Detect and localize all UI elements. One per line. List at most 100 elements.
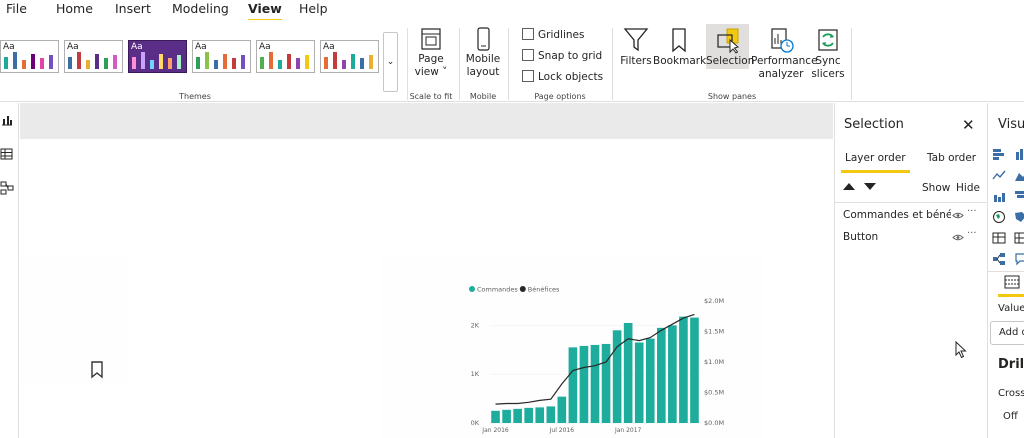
fields-tab-icon[interactable]: [1004, 275, 1020, 289]
ribbon: Aa Aa Aa Aa Aa Aa ⌄ Themes Page view ˅ Scale …: [0, 20, 1024, 102]
theme-swatch[interactable]: Aa: [320, 40, 379, 73]
theme-color-bar: [351, 54, 355, 69]
theme-color-bar: [113, 55, 117, 69]
bar-commandes: [502, 409, 511, 423]
orders-profit-chart[interactable]: Commandes Bénéfices 0K 1K 2K $0.0M $0.5M $1.0M $…: [450, 265, 750, 438]
mobile-layout-button[interactable]: Mobile layout: [462, 26, 504, 79]
menu-file[interactable]: File: [6, 1, 27, 16]
bar-commandes: [491, 410, 500, 423]
eye-icon[interactable]: [952, 212, 964, 219]
layer-item[interactable]: Button ···: [835, 227, 987, 249]
decomposition-tree-icon[interactable]: [992, 252, 1006, 266]
divider: [835, 202, 987, 203]
ribbon-divider: [407, 28, 408, 100]
combo-chart-icon[interactable]: [992, 189, 1006, 203]
theme-color-bar: [360, 58, 364, 69]
close-icon[interactable]: ✕: [962, 116, 975, 134]
more-options-icon[interactable]: ···: [967, 206, 977, 217]
bar-commandes: [645, 338, 655, 423]
theme-color-bar: [132, 57, 136, 69]
selection-button[interactable]: Selection: [706, 24, 755, 69]
theme-color-bar: [241, 55, 245, 69]
selection-label: Selection: [706, 55, 755, 67]
report-canvas[interactable]: Commandes Bénéfices 0K 1K 2K $0.0M $0.5M $1.0M $…: [20, 139, 833, 438]
sync-slicers-button[interactable]: Sync slicers: [810, 26, 846, 81]
menu-bar: File Home Insert Modeling View Help: [0, 0, 1024, 22]
hide-all-button[interactable]: Hide: [956, 182, 980, 194]
tab-tab-order[interactable]: Tab order: [927, 152, 977, 164]
theme-gallery-expand-button[interactable]: ⌄: [383, 32, 398, 92]
menu-modeling[interactable]: Modeling: [172, 1, 229, 16]
theme-color-bar: [68, 57, 72, 69]
menu-view[interactable]: View: [248, 1, 282, 22]
bar-commandes: [679, 316, 688, 423]
bar-commandes: [546, 406, 556, 423]
globe-map-icon[interactable]: [992, 210, 1006, 224]
theme-swatch-bars: [196, 50, 247, 69]
stacked-bar-chart-icon[interactable]: [992, 147, 1006, 161]
theme-color-bar: [287, 54, 291, 69]
ribbon-divider: [508, 28, 509, 100]
menu-insert[interactable]: Insert: [115, 1, 151, 16]
filter-funnel-icon: [623, 28, 649, 52]
theme-swatch[interactable]: Aa: [256, 40, 315, 73]
move-down-icon[interactable]: [864, 183, 876, 190]
cross-report-toggle[interactable]: Off: [1003, 411, 1018, 422]
theme-swatch-bars: [4, 50, 55, 69]
shape-map-icon[interactable]: [1014, 210, 1024, 224]
bookmarks-button[interactable]: Bookmarks: [653, 26, 712, 68]
eye-icon[interactable]: [952, 234, 964, 241]
line-chart-icon[interactable]: [992, 168, 1006, 182]
bar-commandes: [623, 322, 633, 423]
matrix-icon[interactable]: [1014, 231, 1024, 245]
show-all-button[interactable]: Show: [922, 182, 951, 194]
theme-color-bar: [324, 57, 328, 69]
theme-color-bar: [278, 60, 282, 69]
gridlines-checkbox[interactable]: Gridlines: [522, 28, 584, 41]
canvas-header-band: [20, 103, 833, 139]
page-view-button[interactable]: Page view ˅: [410, 26, 452, 79]
theme-color-bar: [168, 58, 172, 69]
tab-layer-order[interactable]: Layer order: [841, 152, 910, 173]
add-data-fields-well[interactable]: Add data fields here: [990, 321, 1024, 345]
bookmark-button-icon[interactable]: [90, 361, 104, 379]
theme-swatch-bars: [132, 50, 183, 69]
bar-commandes: [612, 330, 622, 423]
bar-commandes: [579, 345, 589, 423]
report-view-icon[interactable]: [0, 113, 14, 127]
qna-icon[interactable]: [1014, 252, 1024, 266]
theme-color-bar: [177, 55, 181, 69]
theme-color-bar: [49, 55, 53, 69]
data-view-icon[interactable]: [0, 147, 14, 161]
funnel-chart-icon[interactable]: [1014, 189, 1024, 203]
y-left-tick-label: 1K: [471, 370, 480, 378]
layer-item[interactable]: Commandes et bénéfices ···: [835, 205, 987, 227]
lock-objects-checkbox[interactable]: Lock objects: [522, 70, 603, 83]
model-view-icon[interactable]: [0, 181, 14, 195]
y-right-tick-label: $1.0M: [704, 358, 724, 366]
selection-pane-title: Selection: [844, 117, 904, 132]
legend-marker: [519, 286, 526, 292]
snap-to-grid-checkbox[interactable]: Snap to grid: [522, 49, 602, 62]
report-page[interactable]: Commandes Bénéfices 0K 1K 2K $0.0M $0.5M $1.0M $…: [20, 139, 833, 438]
performance-analyzer-button[interactable]: Performance analyzer: [751, 26, 818, 81]
scale-group-label: Scale to fit: [409, 92, 453, 101]
bar-commandes: [535, 407, 545, 423]
menu-help[interactable]: Help: [299, 1, 328, 16]
page-options-group-label: Page options: [534, 92, 586, 101]
theme-swatch[interactable]: Aa: [64, 40, 123, 73]
ribbon-divider: [851, 28, 852, 100]
theme-swatch[interactable]: Aa: [0, 40, 59, 73]
area-chart-icon[interactable]: [1014, 168, 1024, 182]
move-up-icon[interactable]: [843, 183, 855, 190]
theme-color-bar: [342, 60, 346, 69]
mobile-layout-label-2: layout: [466, 66, 500, 78]
stacked-column-chart-icon[interactable]: [1014, 147, 1024, 161]
theme-swatch[interactable]: Aa: [192, 40, 251, 73]
theme-swatch[interactable]: Aa: [128, 40, 187, 73]
table-icon[interactable]: [992, 231, 1006, 245]
filters-button[interactable]: Filters: [619, 26, 653, 68]
menu-home[interactable]: Home: [56, 1, 93, 16]
more-options-icon[interactable]: ···: [967, 228, 977, 239]
